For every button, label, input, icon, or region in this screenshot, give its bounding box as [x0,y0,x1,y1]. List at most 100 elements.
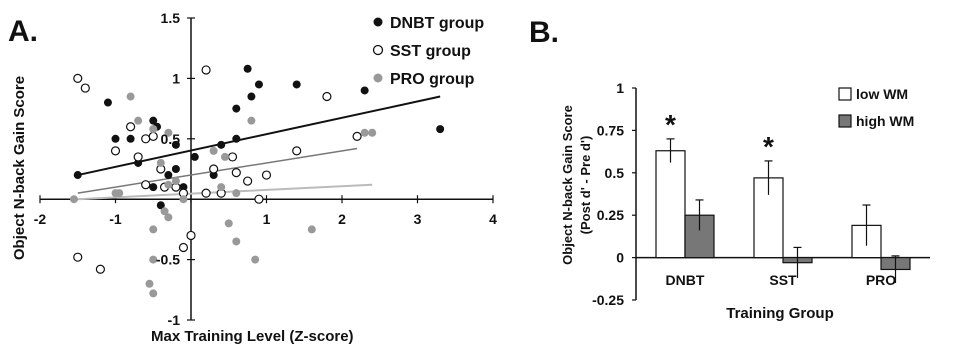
significance-marker: * [665,109,676,140]
legend-label: SST group [390,43,471,60]
data-point [69,195,78,204]
data-point [232,237,241,246]
data-point [133,152,143,162]
data-point [80,83,90,93]
data-point [141,180,151,190]
data-point [227,152,238,162]
data-point [126,122,136,132]
bar-y-tick-label: 0.75 [597,122,624,138]
data-point [160,207,169,216]
data-point [243,64,252,73]
scatter-tick-labels: -2 -1 1 2 3 4 1.5 1 0.5 -0.5 -1 [34,10,497,328]
data-point [209,146,218,155]
x-tick-label: 2 [338,211,346,227]
data-point [156,158,165,167]
bar-y-tick-label: 1 [616,80,624,96]
data-point [201,188,211,198]
legend-marker [373,17,383,27]
data-point [261,170,272,180]
data-point [232,134,241,143]
legend-marker [372,44,384,56]
bar-x-axis-label: Training Group [726,305,834,322]
data-point [164,180,173,189]
data-point [111,134,120,143]
data-point [231,168,241,178]
scatter-axes [39,17,494,321]
significance-marker: * [763,131,774,162]
data-point [209,164,219,174]
data-point [232,189,241,198]
x-tick-label: 1 [263,211,271,227]
data-point [73,73,83,84]
data-point [368,128,377,137]
trend-lines [77,95,441,201]
scatter-points [69,64,445,298]
data-point [179,195,188,204]
data-point [360,86,369,95]
x-tick-label: 3 [414,211,422,227]
y-tick-label: -1 [168,312,181,328]
data-point [149,289,158,298]
y-tick-label: 1 [172,70,180,86]
data-point [73,252,83,262]
data-point [292,146,302,156]
data-point [115,189,124,198]
data-point [103,98,112,107]
data-point [360,128,369,137]
bar-y-tick-label: -0.25 [592,292,624,308]
legend-label: PRO group [390,71,475,88]
legend-label: low WM [856,86,908,102]
category-label: DNBT [666,272,705,288]
data-point [220,152,229,161]
data-point [190,152,199,161]
y-tick-label: 0.5 [161,131,181,147]
data-point [156,201,165,210]
data-point [247,116,256,125]
data-point [149,125,158,134]
scatter-panel: A. -2 -1 1 2 3 4 1.5 1 0.5 -0.5 -1 Max Training Le… [8,10,497,345]
bar-legend: low WM high WM [838,86,914,129]
legend-swatch [838,87,852,101]
scatter-y-axis-label: Object N-back Gain Score [11,76,28,260]
data-point [95,264,106,274]
data-point [292,80,301,89]
data-point [134,116,143,125]
data-point [110,146,121,156]
category-label: PRO [866,272,896,288]
data-point [436,125,445,134]
data-point [178,242,189,253]
data-point [322,91,332,102]
panel-b-label: B. [529,16,559,49]
data-point [251,255,260,264]
bar [655,150,686,259]
data-point [186,230,196,241]
bar-y-axis-label: Object N-back Gain Score [560,105,575,265]
x-tick-label: 4 [489,211,497,227]
data-point [307,225,316,234]
panel-a-label: A. [8,15,38,48]
data-point [247,92,256,101]
data-point [217,183,226,192]
data-point [126,92,135,101]
x-tick-label: -2 [34,211,47,227]
data-point [171,140,180,149]
data-point [149,225,158,234]
legend-label: DNBT group [390,15,484,32]
data-point [145,279,154,288]
data-point [141,134,151,144]
data-point [149,255,158,264]
data-point [148,131,158,141]
legend-label: high WM [856,113,914,129]
scatter-legend: DNBT group SST group PRO group [372,15,484,88]
data-point [171,165,180,173]
bar-y-tick-label: 0.25 [597,207,624,223]
data-point [243,176,253,186]
legend-marker [373,73,383,83]
bars: ** [655,109,911,284]
x-tick-label: -1 [109,211,122,227]
data-point [232,104,241,113]
data-point [164,128,173,137]
bar-y-axis-label-units: (Post d' - Pre d') [578,136,593,235]
